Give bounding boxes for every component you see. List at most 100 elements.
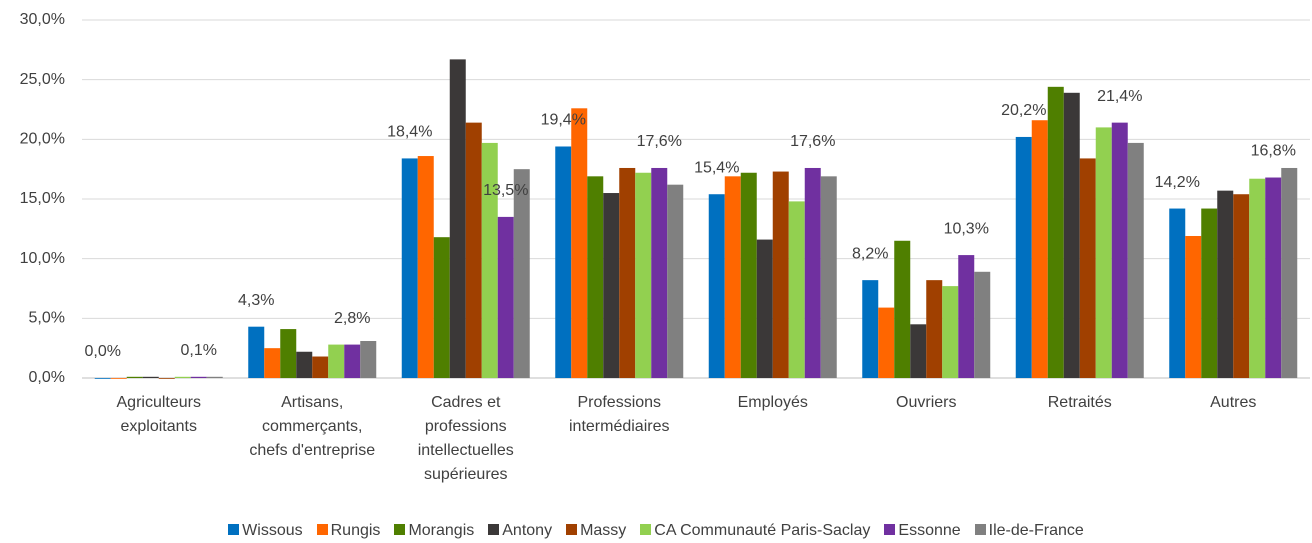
legend-item: CA Communauté Paris-Saclay xyxy=(640,522,870,540)
bar xyxy=(820,176,837,378)
x-tick-label: Retraités xyxy=(1047,394,1112,411)
data-label: 18,4% xyxy=(387,124,432,141)
chart: 0,0% 5,0% 10,0% 15,0% 20,0% 25,0% 30,0% 0,0% 4,3… xyxy=(20,11,1310,386)
data-label: 13,5% xyxy=(483,182,528,199)
bar xyxy=(1169,208,1186,378)
bar xyxy=(1233,194,1250,378)
bar xyxy=(110,378,127,379)
bar xyxy=(1095,127,1112,379)
legend-label: Wissous xyxy=(242,522,303,539)
x-tick-label: Artisans, commerçants, chefs d'entrepris… xyxy=(249,394,376,459)
bar xyxy=(756,239,773,378)
legend: Wissous Rungis Morangis Antony Massy CA Commu… xyxy=(0,522,1312,540)
legend-swatch xyxy=(394,524,406,535)
bar xyxy=(619,167,636,378)
bar xyxy=(974,271,991,378)
bar xyxy=(280,329,297,378)
bar xyxy=(894,240,911,378)
y-tick-label: 20,0% xyxy=(20,131,65,148)
bar xyxy=(190,376,207,378)
data-label: 10,3% xyxy=(944,220,989,237)
legend-swatch xyxy=(316,524,328,535)
bar xyxy=(958,255,975,378)
legend-label: Massy xyxy=(580,522,627,539)
x-tick-label: Agriculteurs exploitants xyxy=(116,394,201,435)
legend-item: Wissous xyxy=(228,522,303,540)
bar xyxy=(481,142,498,378)
legend-item: Antony xyxy=(488,522,552,540)
data-label: 4,3% xyxy=(238,292,274,309)
bar xyxy=(1063,92,1080,378)
bar xyxy=(603,193,620,378)
bar xyxy=(264,348,281,378)
legend-swatch xyxy=(566,524,578,535)
legend-swatch xyxy=(640,524,652,535)
bar xyxy=(465,122,482,378)
bar xyxy=(724,176,741,378)
bar xyxy=(926,280,943,378)
legend-label: Ile-de-France xyxy=(988,522,1084,539)
data-label: 0,0% xyxy=(85,343,121,360)
bar xyxy=(878,307,895,378)
legend-label: Rungis xyxy=(330,522,381,539)
bar xyxy=(248,326,265,378)
data-label: 21,4% xyxy=(1097,88,1142,105)
legend-swatch xyxy=(974,524,986,535)
y-tick-label: 5,0% xyxy=(29,310,65,327)
bar xyxy=(433,237,450,378)
legend-label: Essonne xyxy=(898,522,961,539)
legend-swatch xyxy=(488,524,500,535)
data-label: 8,2% xyxy=(852,245,888,262)
legend-item: Essonne xyxy=(884,522,961,540)
legend-item: Rungis xyxy=(316,522,381,540)
legend-swatch xyxy=(884,524,896,535)
legend-label: Morangis xyxy=(408,522,475,539)
bar xyxy=(1047,86,1064,379)
bar xyxy=(571,108,588,378)
bar xyxy=(772,171,789,378)
data-label: 20,2% xyxy=(1001,102,1046,119)
legend-label: CA Communauté Paris-Saclay xyxy=(654,522,871,539)
data-label: 16,8% xyxy=(1251,143,1296,160)
bar xyxy=(667,184,684,378)
data-label: 15,4% xyxy=(694,159,739,176)
bar xyxy=(1031,120,1048,379)
bar xyxy=(587,176,604,378)
bar xyxy=(1079,158,1096,378)
bar xyxy=(635,172,652,378)
data-label: 2,8% xyxy=(334,310,370,327)
legend-item: Ile-de-France xyxy=(974,522,1084,540)
bar xyxy=(344,344,361,378)
bar xyxy=(417,156,434,378)
bar xyxy=(651,167,668,378)
bar xyxy=(142,376,159,378)
bar xyxy=(942,286,959,378)
legend-swatch xyxy=(228,524,240,535)
data-label: 14,2% xyxy=(1155,174,1200,191)
bar xyxy=(1281,167,1298,378)
bar xyxy=(910,324,927,378)
bar xyxy=(740,172,757,378)
bar xyxy=(1185,235,1202,378)
bar xyxy=(1265,177,1282,378)
bar xyxy=(513,169,530,378)
legend-item: Morangis xyxy=(394,522,474,540)
bar xyxy=(862,280,879,378)
bar xyxy=(360,341,377,378)
data-label: 0,1% xyxy=(181,342,217,359)
bar xyxy=(497,216,514,378)
x-tick-label: Professions intermédiaires xyxy=(569,394,670,435)
y-tick-label: 0,0% xyxy=(29,369,65,386)
data-label: 17,6% xyxy=(790,133,835,150)
legend-item: Massy xyxy=(566,522,626,540)
y-tick-label: 30,0% xyxy=(20,11,65,28)
y-tick-label: 15,0% xyxy=(20,190,65,207)
bar xyxy=(328,344,345,378)
bar xyxy=(1127,142,1144,378)
bar xyxy=(449,59,466,378)
x-tick-label: Autres xyxy=(1210,394,1257,411)
bar xyxy=(1201,208,1218,378)
bar xyxy=(1015,136,1032,378)
bar xyxy=(206,376,223,378)
